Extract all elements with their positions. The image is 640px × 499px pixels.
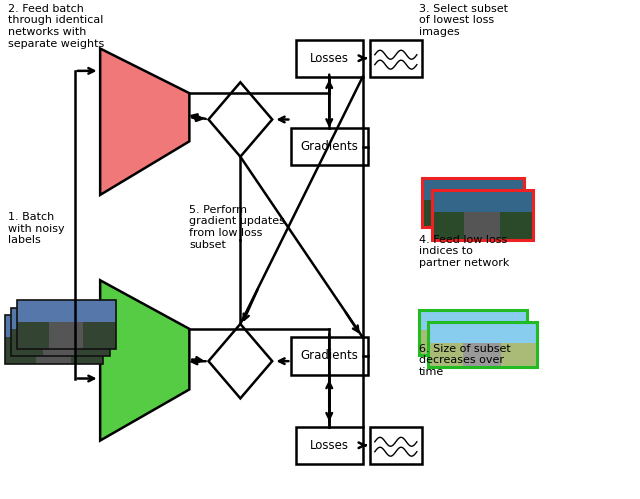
Bar xyxy=(422,178,524,227)
Bar xyxy=(11,307,109,356)
Text: Gradients: Gradients xyxy=(301,349,358,362)
Bar xyxy=(370,427,422,464)
Bar xyxy=(428,322,537,342)
Bar xyxy=(422,178,524,200)
Bar xyxy=(428,322,537,367)
Bar xyxy=(370,39,422,77)
Polygon shape xyxy=(209,324,272,398)
Bar xyxy=(36,337,71,364)
Text: 5. Perform
gradient updates
from low loss
subset: 5. Perform gradient updates from low los… xyxy=(189,205,285,250)
Text: Losses: Losses xyxy=(310,52,349,65)
Bar xyxy=(11,307,109,329)
Text: 2. Feed batch
through identical
networks with
separate weights: 2. Feed batch through identical networks… xyxy=(8,4,104,49)
Polygon shape xyxy=(100,280,189,441)
Text: 3. Select subset
of lowest loss
images: 3. Select subset of lowest loss images xyxy=(419,4,508,37)
Text: Losses: Losses xyxy=(310,439,349,452)
Bar xyxy=(454,200,490,227)
Bar xyxy=(419,310,527,330)
Bar xyxy=(4,315,103,337)
Bar xyxy=(11,307,109,356)
Bar xyxy=(428,322,537,367)
Bar xyxy=(17,300,116,322)
Bar xyxy=(463,342,501,367)
Bar xyxy=(419,310,527,355)
Bar xyxy=(431,190,534,212)
Bar xyxy=(4,315,103,364)
Text: 6. Size of subset
decreases over
time: 6. Size of subset decreases over time xyxy=(419,344,511,377)
Text: 1. Batch
with noisy
labels: 1. Batch with noisy labels xyxy=(8,212,65,246)
Bar xyxy=(17,300,116,349)
Bar xyxy=(42,329,77,356)
Bar xyxy=(17,300,116,349)
Polygon shape xyxy=(100,48,189,195)
Bar xyxy=(453,330,492,355)
Bar xyxy=(296,427,363,464)
Text: 4. Feed low loss
indices to
partner network: 4. Feed low loss indices to partner netw… xyxy=(419,235,509,268)
Bar xyxy=(4,315,103,364)
Text: Gradients: Gradients xyxy=(301,140,358,153)
Bar xyxy=(422,178,524,227)
Bar xyxy=(464,212,500,240)
Bar xyxy=(419,310,527,355)
Bar xyxy=(49,322,83,349)
Bar xyxy=(431,190,534,240)
Bar xyxy=(296,39,363,77)
Bar xyxy=(291,128,368,165)
Bar xyxy=(431,190,534,240)
Bar xyxy=(291,337,368,375)
Polygon shape xyxy=(209,82,272,157)
